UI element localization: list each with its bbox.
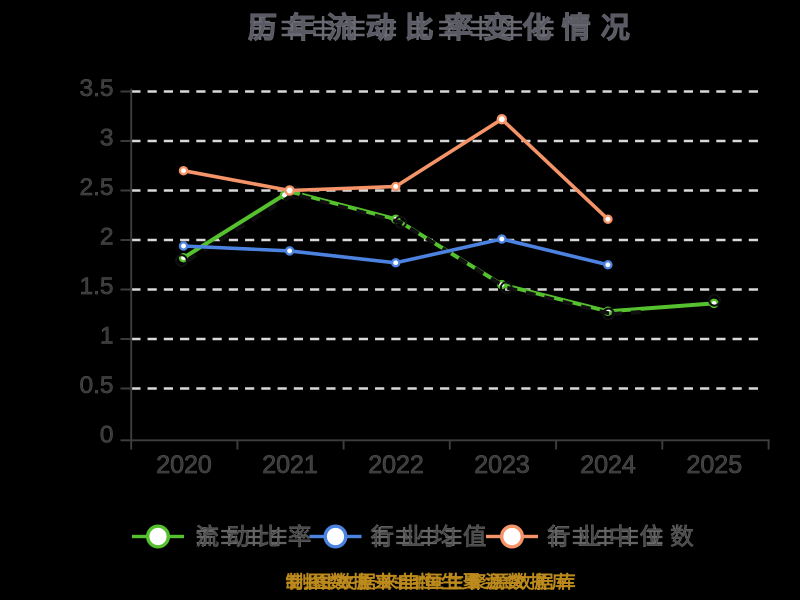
svg-text:2022: 2022 [368,451,424,479]
svg-text:1.5: 1.5 [79,273,113,300]
svg-text:0: 0 [100,422,114,449]
svg-text:2021: 2021 [262,451,318,479]
svg-text:制图数据来自恒生聚源数据库: 制图数据来自恒生聚源数据库 [286,572,575,592]
svg-text:历年流动比率变化情况: 历年流动比率变化情况 [248,11,640,45]
svg-text:2: 2 [100,224,114,251]
svg-text:3.5: 3.5 [79,75,113,102]
svg-text:流动比率: 流动比率 [196,524,319,550]
svg-text:2020: 2020 [156,451,212,479]
svg-text:制图数据来自恒生聚源数据库: 制图数据来自恒生聚源数据库 [292,572,581,592]
svg-text:1: 1 [100,323,114,350]
svg-text:行业均值: 行业均值 [371,524,494,550]
svg-text:0.5: 0.5 [79,372,113,399]
svg-text:3: 3 [100,125,114,152]
svg-text:2023: 2023 [474,451,530,479]
svg-text:2.5: 2.5 [79,174,113,201]
svg-text:2025: 2025 [686,451,742,479]
svg-text:2024: 2024 [580,451,636,479]
svg-text:行业中位数: 行业中位数 [547,524,701,550]
